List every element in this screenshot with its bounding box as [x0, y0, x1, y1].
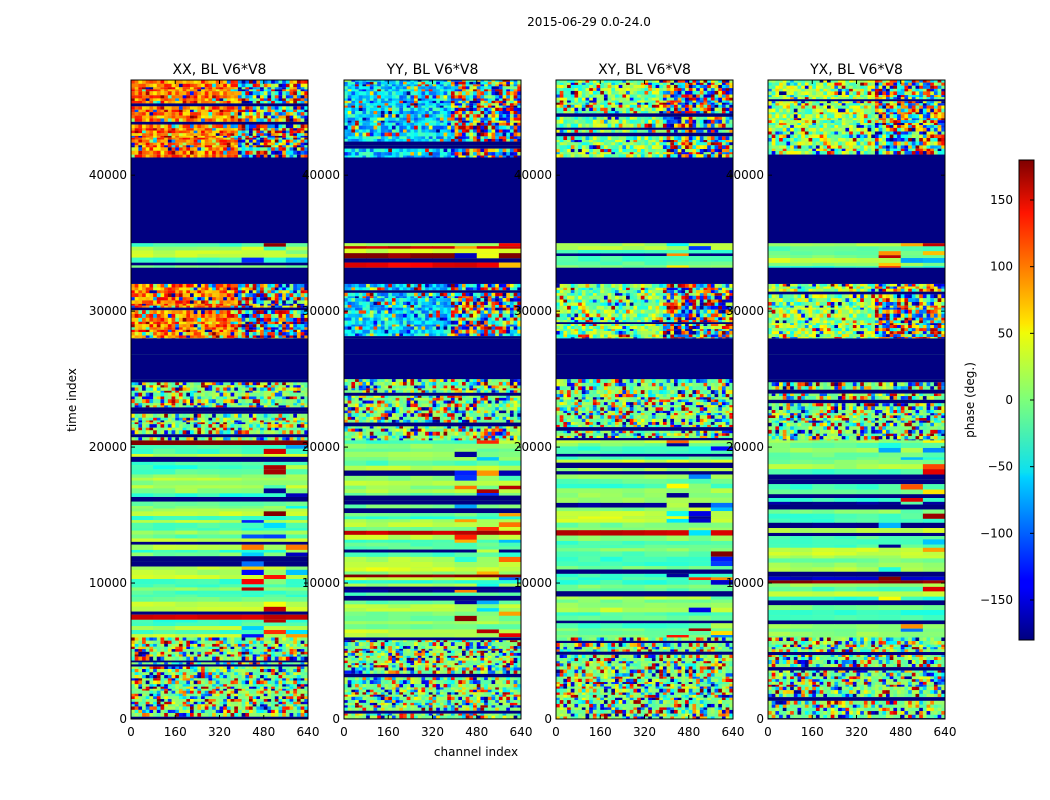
y-tick-label: 10000 — [726, 576, 764, 590]
y-tick-label: 0 — [119, 712, 127, 726]
colorbar-tick-label: 150 — [990, 193, 1013, 207]
colorbar: −150 −100 −50 0 50 100 150 phase (deg.) — [963, 159, 1035, 641]
y-tick-label: 30000 — [726, 304, 764, 318]
x-tick-label: 480 — [252, 725, 275, 739]
x-tick-label: 480 — [889, 725, 912, 739]
y-tick-label: 10000 — [514, 576, 552, 590]
colorbar-tick-label: −50 — [988, 460, 1013, 474]
x-tick-label: 480 — [465, 725, 488, 739]
x-tick-label: 0 — [340, 725, 348, 739]
x-axis-label: channel index — [434, 745, 518, 759]
colorbar-label: phase (deg.) — [963, 362, 977, 438]
panel-title: YX, BL V6*V8 — [809, 62, 903, 78]
colorbar-tick-label: 50 — [998, 326, 1013, 340]
x-tick-label: 160 — [589, 725, 612, 739]
x-tick-label: 0 — [552, 725, 560, 739]
colorbar-tick-label: −150 — [980, 593, 1013, 607]
y-tick-label: 30000 — [514, 304, 552, 318]
y-tick-label: 20000 — [726, 440, 764, 454]
y-tick-label: 20000 — [89, 440, 127, 454]
y-tick-label: 0 — [756, 712, 764, 726]
colorbar-tick-label: 0 — [1005, 393, 1013, 407]
heatmap-image — [556, 80, 733, 719]
panel-title: XY, BL V6*V8 — [598, 62, 691, 78]
x-tick-label: 640 — [722, 725, 745, 739]
heatmap-image — [344, 80, 521, 719]
panel-3: XY, BL V6*V8 0 160 320 480 640 0 10000 20000 3000… — [514, 62, 745, 739]
x-tick-label: 320 — [208, 725, 231, 739]
y-tick-label: 30000 — [89, 304, 127, 318]
x-tick-label: 160 — [801, 725, 824, 739]
panel-title: YY, BL V6*V8 — [386, 62, 479, 78]
colorbar-tick-label: −100 — [980, 526, 1013, 540]
heatmap-image — [131, 80, 308, 719]
x-tick-label: 160 — [164, 725, 187, 739]
heatmap-image — [768, 80, 945, 719]
x-tick-label: 0 — [764, 725, 772, 739]
y-tick-label: 30000 — [302, 304, 340, 318]
x-tick-label: 320 — [421, 725, 444, 739]
x-tick-label: 320 — [845, 725, 868, 739]
y-tick-label: 40000 — [89, 168, 127, 182]
panel-1: XX, BL V6*V8 0 160 320 480 640 0 10000 20000 3000… — [89, 62, 320, 739]
x-tick-label: 0 — [127, 725, 135, 739]
colorbar-ticks: −150 −100 −50 0 50 100 150 — [980, 193, 1034, 607]
panel-4: YX, BL V6*V8 0 160 320 480 640 0 10000 20000 3000… — [726, 62, 957, 739]
x-tick-label: 640 — [510, 725, 533, 739]
colorbar-tick-label: 100 — [990, 260, 1013, 274]
x-tick-label: 480 — [677, 725, 700, 739]
y-tick-label: 20000 — [514, 440, 552, 454]
y-tick-label: 10000 — [89, 576, 127, 590]
x-tick-label: 320 — [633, 725, 656, 739]
panel-title: XX, BL V6*V8 — [173, 62, 267, 78]
y-tick-label: 40000 — [302, 168, 340, 182]
panels-group: XX, BL V6*V8 0 160 320 480 640 0 10000 20000 3000… — [89, 62, 957, 739]
y-tick-label: 20000 — [302, 440, 340, 454]
y-tick-label: 40000 — [726, 168, 764, 182]
y-tick-label: 0 — [332, 712, 340, 726]
x-tick-label: 640 — [297, 725, 320, 739]
y-tick-label: 0 — [544, 712, 552, 726]
panel-2: YY, BL V6*V8 0 160 320 480 640 0 10000 20000 3000… — [302, 62, 533, 739]
x-tick-label: 640 — [934, 725, 957, 739]
x-tick-label: 160 — [377, 725, 400, 739]
y-tick-label: 40000 — [514, 168, 552, 182]
y-tick-label: 10000 — [302, 576, 340, 590]
y-axis-label: time index — [65, 368, 79, 432]
figure-title: 2015-06-29 0.0-24.0 — [527, 15, 651, 29]
